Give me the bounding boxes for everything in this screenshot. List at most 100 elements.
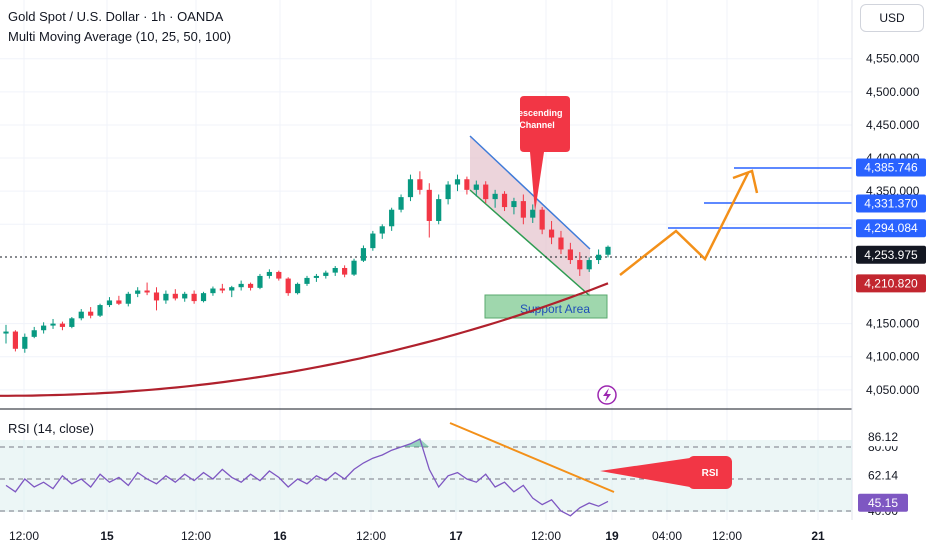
candle-body-57 <box>539 209 545 230</box>
rsi-label: RSI (14, close) <box>8 421 94 436</box>
candle-body-31 <box>294 283 301 294</box>
candle-body-54 <box>511 201 517 208</box>
candle-body-5 <box>50 323 56 326</box>
price-badge-bg-0 <box>856 158 926 177</box>
projection-path <box>619 172 750 276</box>
channel-lower-line <box>469 189 591 297</box>
candle-body-61 <box>577 260 583 270</box>
candle-body-4 <box>41 325 47 331</box>
candle-46 <box>436 194 442 225</box>
candle-39 <box>370 230 376 251</box>
time-tick-6: 12:00 <box>531 529 561 543</box>
candle-47 <box>445 181 451 205</box>
candle-body-15 <box>144 290 150 293</box>
currency-selector[interactable]: USD <box>860 4 924 32</box>
candle-body-64 <box>605 246 611 255</box>
candle-body-42 <box>398 197 404 210</box>
indicator-label: Multi Moving Average (10, 25, 50, 100) <box>8 29 232 44</box>
price-badge-label-0: 4,385.746 <box>864 160 918 174</box>
candle-9 <box>88 307 94 319</box>
time-tick-9: 12:00 <box>712 529 742 543</box>
candle-49 <box>464 176 470 195</box>
candle-body-58 <box>548 229 555 238</box>
price-badge-1: 4,331.370 <box>856 194 926 213</box>
candle-33 <box>313 273 320 282</box>
rsi-badge-label-1: 62.14 <box>868 469 898 483</box>
candle-34 <box>323 270 329 279</box>
candle-body-6 <box>59 323 66 327</box>
rsi-line <box>5 438 609 517</box>
candle-body-55 <box>520 201 526 218</box>
candle-63 <box>595 249 602 265</box>
price-tick-8: 4,050.000 <box>866 383 920 397</box>
price-badge-2: 4,294.084 <box>856 219 926 238</box>
candle-body-13 <box>125 293 131 304</box>
candle-body-7 <box>69 318 75 327</box>
price-badge-4: 4,210.820 <box>856 274 926 293</box>
candle-body-29 <box>276 271 282 279</box>
time-tick-5: 17 <box>449 529 463 543</box>
candle-body-10 <box>97 305 103 316</box>
candle-body-39 <box>370 233 376 249</box>
rsi-band <box>0 440 852 512</box>
descending-channel <box>469 135 591 297</box>
candle-body-44 <box>417 179 423 190</box>
price-badge-bg-4 <box>856 274 926 293</box>
candle-5 <box>50 318 56 329</box>
candle-12 <box>116 295 122 306</box>
rsi-callout-label: RSI <box>702 468 719 479</box>
rsi-badge-bg-0 <box>858 428 908 447</box>
candle-body-60 <box>567 249 573 261</box>
candle-body-62 <box>586 260 592 270</box>
time-tick-2: 12:00 <box>181 529 211 543</box>
candle-1 <box>12 330 19 352</box>
candle-body-1 <box>12 331 19 349</box>
candle-52 <box>492 189 498 208</box>
grid-lines <box>0 0 852 520</box>
candle-37 <box>351 258 357 276</box>
time-tick-3: 16 <box>273 529 287 543</box>
rsi-badge-0: 86.12 <box>858 428 908 447</box>
candle-body-52 <box>492 193 498 200</box>
price-badge-label-2: 4,294.084 <box>864 221 918 235</box>
candle-42 <box>398 194 404 213</box>
candle-16 <box>153 287 160 311</box>
candle-13 <box>125 291 131 307</box>
candle-body-35 <box>332 267 338 273</box>
candle-48 <box>454 174 461 192</box>
candle-body-53 <box>501 193 508 208</box>
candle-body-30 <box>285 278 291 294</box>
chart-title: Gold Spot / U.S. Dollar · 1h · OANDA <box>8 9 224 24</box>
candle-53 <box>501 191 508 212</box>
candle-body-59 <box>558 237 564 250</box>
candle-body-51 <box>483 184 489 200</box>
candle-body-0 <box>3 331 9 334</box>
candle-3 <box>31 326 37 339</box>
candle-60 <box>567 242 573 265</box>
lightning-icon-bolt <box>603 388 611 402</box>
candle-20 <box>191 290 197 304</box>
price-badge-bg-1 <box>856 194 926 213</box>
rsi-badge-bg-2 <box>858 493 908 512</box>
candle-body-12 <box>116 300 122 304</box>
candle-body-48 <box>454 179 461 185</box>
time-tick-10: 21 <box>811 529 825 543</box>
candle-43 <box>407 174 414 202</box>
candle-35 <box>332 265 338 276</box>
candle-body-23 <box>219 288 225 291</box>
price-tick-2: 4,450.000 <box>866 118 920 132</box>
candle-36 <box>342 265 348 278</box>
candles <box>3 171 611 353</box>
time-tick-4: 12:00 <box>356 529 386 543</box>
candle-body-25 <box>238 283 244 288</box>
candle-23 <box>219 283 225 294</box>
candle-10 <box>97 303 103 317</box>
candle-body-27 <box>257 275 263 288</box>
candle-24 <box>229 285 235 298</box>
descending-callout-line-2: Channel <box>519 120 555 130</box>
lightning-icon[interactable] <box>597 385 617 405</box>
candle-body-17 <box>163 293 169 301</box>
candle-21 <box>200 291 207 303</box>
candle-body-56 <box>530 209 536 218</box>
candle-22 <box>210 286 216 296</box>
